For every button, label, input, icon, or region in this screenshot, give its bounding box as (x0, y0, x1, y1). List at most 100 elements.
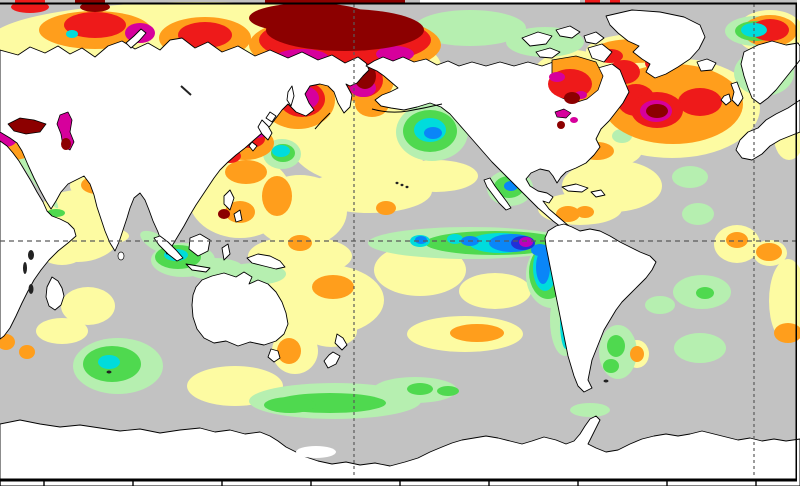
lake-tanganyika (23, 262, 27, 274)
land-arctic-island-1 (521, 31, 553, 47)
lake-baikal (180, 85, 192, 96)
islands-kuril-arc (314, 112, 331, 130)
island-falkland (603, 379, 609, 383)
anomaly-warm-level2-orange (225, 160, 267, 184)
anomaly-cold-level4-blue (415, 236, 427, 244)
land-africa-east (0, 140, 77, 340)
anomaly-warm-level2-orange (450, 324, 504, 342)
anomaly-warm-level2-orange (726, 232, 748, 248)
land-tasmania (267, 348, 281, 363)
land-antarctica (0, 415, 800, 486)
anomaly-warm-level5-maroon (249, 3, 371, 33)
land-baffin (587, 43, 613, 63)
anomaly-cold-level6-purple (519, 237, 533, 247)
hudson-bay-maroon (564, 92, 580, 104)
land-novaya-zemlya (125, 28, 147, 49)
island-hawaii-3 (405, 185, 409, 189)
anomaly-warm-level2-orange (376, 201, 396, 215)
land-south-america (544, 223, 657, 393)
top-edge-strip (75, 0, 105, 3)
lake-erie-maroon (557, 121, 565, 129)
anomaly-warm-level2-orange (262, 176, 292, 216)
lake-victoria (28, 250, 34, 260)
anomaly-warm-level1-yellow (394, 160, 478, 192)
land-hispaniola (590, 189, 606, 198)
land-arctic-island-3 (583, 31, 605, 45)
anomaly-warm-level5-maroon (646, 104, 668, 118)
anomaly-cold-level1-palegreen (672, 166, 708, 188)
land-philippines (223, 189, 235, 211)
land-greenland (605, 9, 706, 79)
anomaly-cold-level2-green (607, 335, 625, 357)
anomaly-cold-level4-blue (536, 250, 550, 284)
anomaly-warm-level2-orange (19, 345, 35, 359)
anomaly-cold-level4-blue (424, 127, 442, 139)
anomaly-warm-level3-red (678, 88, 722, 116)
anomaly-warm-level1-yellow (769, 259, 800, 343)
land-arctic-island-2 (555, 25, 581, 39)
anomaly-warm-level2-orange (0, 334, 15, 350)
lake-great-lakes (554, 108, 572, 119)
anomaly-warm-level3-red (64, 12, 126, 38)
anomaly-warm-level3-red (178, 22, 232, 48)
land-australia (191, 271, 289, 347)
land-japan-honshu (257, 119, 273, 141)
anomaly-warm-level2-orange (288, 235, 312, 251)
anomaly-cold-level3-cyan (98, 355, 120, 369)
anomaly-warm-level2-orange (630, 346, 644, 362)
anomaly-cold-level2-green (264, 397, 316, 413)
land-japan-hokkaido (265, 111, 277, 123)
land-madagascar (45, 276, 65, 311)
land-baja-california (483, 177, 512, 211)
land-borneo (188, 233, 211, 257)
anomaly-cold-level3-cyan (447, 234, 463, 244)
anomaly-warm-level2-orange (756, 243, 782, 261)
land-iceland (696, 58, 717, 72)
anomaly-warm-level1-yellow (305, 315, 357, 347)
anomaly-warm-level1-yellow (459, 273, 531, 309)
anomaly-cold-level3-cyan (272, 145, 290, 157)
frame-top-border (0, 2, 797, 5)
land-sumatra (153, 235, 184, 262)
anomaly-cold-level1-palegreen (414, 10, 526, 46)
anomaly-cold-level1-palegreen (682, 203, 714, 225)
land-new-zealand-north (334, 333, 348, 351)
anomaly-warm-level2-orange (774, 323, 800, 343)
island-kerguelen (106, 370, 112, 374)
antarctic-sea-ice (296, 446, 336, 458)
anomaly-warm-level1-yellow (260, 264, 384, 336)
top-edge-strip (610, 0, 620, 3)
island-sri-lanka (117, 251, 125, 261)
land-sulawesi (221, 243, 231, 261)
land-great-britain (730, 81, 744, 107)
anomaly-cold-level2-green (696, 287, 714, 299)
land-sakhalin (286, 85, 295, 107)
anomaly-warm-level1-yellow (36, 318, 88, 344)
hudson-bay-magenta-1 (549, 72, 565, 82)
lake-caspian-south-maroon (61, 138, 71, 150)
land-mindanao (233, 209, 243, 223)
land-new-guinea (246, 253, 286, 270)
anomaly-cold-level1-palegreen (674, 333, 726, 363)
islands-aleutian-arc (371, 103, 443, 113)
frame-right-border (795, 2, 797, 480)
anomaly-cold-level1-palegreen (645, 296, 675, 314)
land-cuba (561, 183, 589, 193)
island-hawaii-1 (395, 181, 399, 185)
land-ireland (720, 93, 732, 106)
top-edge-strip (265, 0, 405, 3)
anomaly-cold-level1-palegreen (570, 403, 610, 417)
anomaly-cold-level2-green (407, 383, 433, 395)
top-edge-strip (420, 0, 580, 3)
land-japan-kyushu (248, 141, 258, 152)
anomaly-cold-level4-blue (531, 244, 549, 256)
anomaly-warm-level2-orange (312, 275, 354, 299)
land-arctic-island-4 (535, 47, 561, 59)
land-java (185, 263, 211, 273)
land-north-america (365, 56, 630, 234)
anomaly-warm-level2-orange (576, 206, 594, 218)
land-new-zealand-south (323, 351, 341, 369)
anomaly-cold-level2-green (437, 386, 459, 396)
anomaly-warm-level2-orange (277, 338, 301, 364)
anomaly-warm-level2-orange (556, 206, 580, 222)
